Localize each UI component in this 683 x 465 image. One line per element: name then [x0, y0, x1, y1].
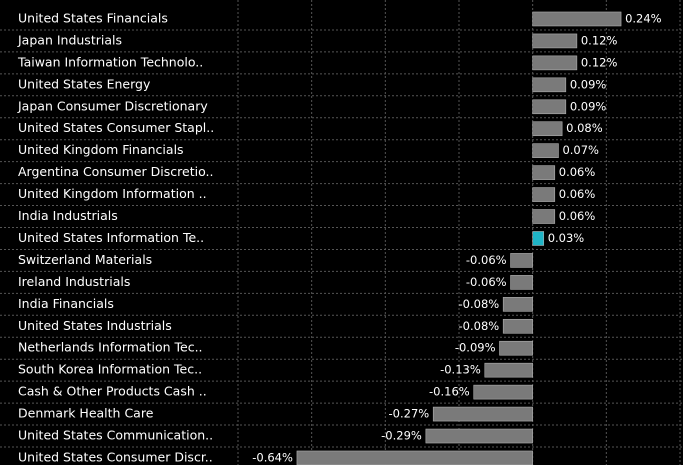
bar: [532, 165, 556, 180]
category-label: United States Communication..: [18, 428, 213, 443]
category-label: Japan Industrials: [17, 32, 122, 47]
category-label: Cash & Other Products Cash ..: [18, 384, 207, 399]
value-label: -0.09%: [455, 341, 496, 355]
bar: [532, 77, 567, 93]
category-label: India Financials: [18, 296, 114, 311]
value-label: -0.29%: [381, 429, 422, 443]
bar: [473, 384, 533, 400]
value-label: 0.03%: [548, 231, 585, 245]
value-label: 0.12%: [581, 33, 618, 47]
category-label: United States Information Te..: [18, 230, 204, 245]
category-label: South Korea Information Tec..: [18, 362, 202, 377]
value-label: -0.27%: [389, 407, 430, 421]
category-label: United Kingdom Information ..: [18, 186, 207, 201]
bar: [532, 11, 622, 27]
bar: [484, 362, 533, 378]
bar: [499, 340, 533, 356]
bar: [532, 33, 578, 49]
category-label: Japan Consumer Discretionary: [17, 98, 208, 113]
bar: [532, 231, 545, 246]
bar: [532, 143, 559, 158]
category-label: Denmark Health Care: [18, 406, 154, 421]
category-label: Argentina Consumer Discretio..: [18, 164, 213, 179]
category-label: United States Industrials: [18, 318, 172, 333]
bar: [425, 428, 533, 444]
bar: [510, 253, 533, 268]
category-label: United States Energy: [18, 76, 151, 91]
category-label: Switzerland Materials: [18, 252, 152, 267]
category-label: Ireland Industrials: [18, 274, 130, 289]
category-label: United States Consumer Discr..: [18, 449, 213, 464]
bar: [532, 121, 563, 137]
bar: [432, 406, 533, 422]
value-label: 0.07%: [562, 143, 599, 157]
bar: [532, 187, 556, 202]
value-label: 0.12%: [581, 55, 618, 69]
category-label: United States Consumer Stapl..: [18, 120, 214, 135]
bar: [502, 297, 533, 312]
bar: [532, 99, 567, 115]
value-label: 0.06%: [559, 165, 596, 179]
category-label: United States Financials: [18, 10, 168, 25]
bar: [510, 275, 533, 290]
value-label: 0.09%: [570, 99, 607, 113]
value-label: 0.08%: [566, 121, 603, 135]
value-label: -0.64%: [252, 450, 293, 464]
value-label: 0.06%: [559, 209, 596, 223]
category-label: Taiwan Information Technolo..: [17, 54, 203, 69]
value-label: -0.08%: [459, 297, 500, 311]
value-label: 0.09%: [570, 77, 607, 91]
bar: [532, 55, 578, 71]
value-label: 0.06%: [559, 187, 596, 201]
value-label: -0.08%: [459, 319, 500, 333]
value-label: 0.24%: [625, 11, 662, 25]
bar: [532, 209, 556, 224]
value-label: -0.06%: [466, 253, 507, 267]
value-label: -0.13%: [440, 363, 481, 377]
bar: [296, 450, 533, 465]
value-label: -0.16%: [429, 385, 470, 399]
category-label: Netherlands Information Tec..: [18, 340, 203, 355]
category-label: India Industrials: [18, 208, 118, 223]
category-label: United Kingdom Financials: [18, 142, 184, 157]
bar: [502, 318, 533, 334]
value-label: -0.06%: [466, 275, 507, 289]
